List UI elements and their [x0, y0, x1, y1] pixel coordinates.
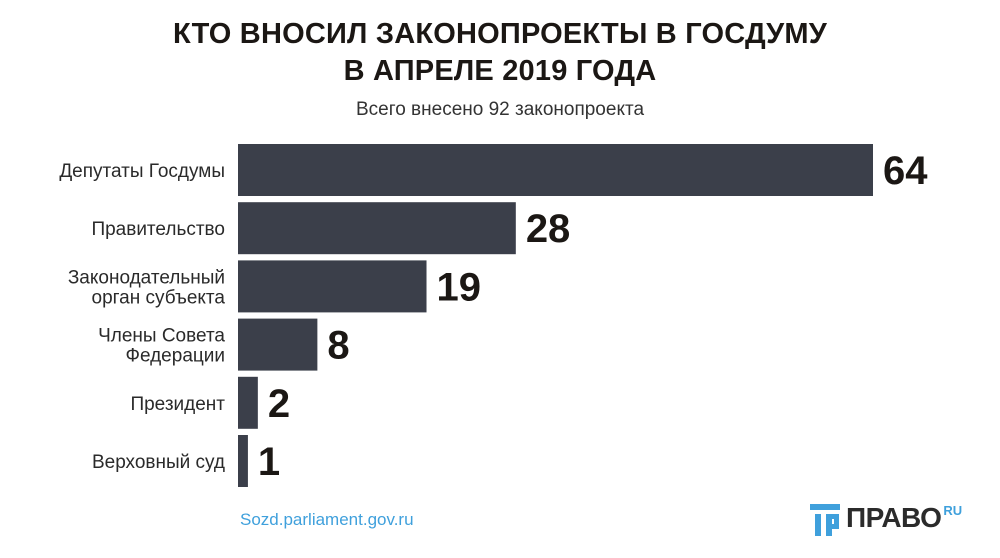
value-label-regional-legislature: 19	[437, 265, 482, 309]
category-label-president: Президент	[130, 394, 225, 415]
bar-deputies	[238, 144, 873, 196]
bar-supreme-court	[238, 435, 248, 487]
bar-federation-council	[238, 318, 318, 371]
bar-chart: 64 Депутаты Госдумы 28 Правительство 19 Закон…	[59, 144, 928, 487]
category-label-regional-legislature: Законодательный орган субъекта	[68, 267, 226, 308]
value-label-federation-council: 8	[327, 324, 349, 368]
chart-title-line-1: КТО ВНОСИЛ ЗАКОНОПРОЕКТЫ В ГОСДУМУ	[172, 18, 828, 50]
logo-text: ПРАВО	[846, 502, 942, 533]
category-label-line: Законодательный	[68, 267, 225, 288]
category-label-federation-council: Члены Совета Федерации	[98, 326, 225, 367]
chart-title-line-2: В АПРЕЛЕ 2019 ГОДА	[343, 55, 657, 87]
category-label-line: Федерации	[126, 346, 226, 367]
category-label-deputies: Депутаты Госдумы	[59, 161, 225, 182]
pravo-ru-logo: ПРАВО RU	[810, 498, 962, 538]
category-label-line: Правительство	[91, 219, 225, 240]
category-label-line: орган субъекта	[92, 287, 226, 308]
bar-regional-legislature	[238, 260, 427, 313]
chart-subtitle: Всего внесено 92 законопроекта	[355, 99, 645, 120]
source-link[interactable]: Sozd.parliament.gov.ru	[240, 510, 414, 529]
category-label-government: Правительство	[91, 219, 225, 240]
category-label-line: Президент	[130, 394, 225, 415]
category-label-supreme-court: Верховный суд	[92, 452, 225, 473]
logo-suffix: RU	[943, 503, 963, 518]
value-label-deputies: 64	[883, 149, 928, 193]
bar-president	[238, 376, 258, 429]
pravo-logo-icon	[810, 504, 840, 536]
value-label-supreme-court: 1	[258, 440, 280, 484]
bar-government	[238, 202, 516, 255]
category-label-line: Члены Совета	[98, 326, 225, 347]
category-label-line: Верховный суд	[92, 452, 225, 473]
category-label-line: Депутаты Госдумы	[59, 161, 225, 182]
value-label-president: 2	[268, 382, 290, 426]
value-label-government: 28	[526, 207, 571, 251]
